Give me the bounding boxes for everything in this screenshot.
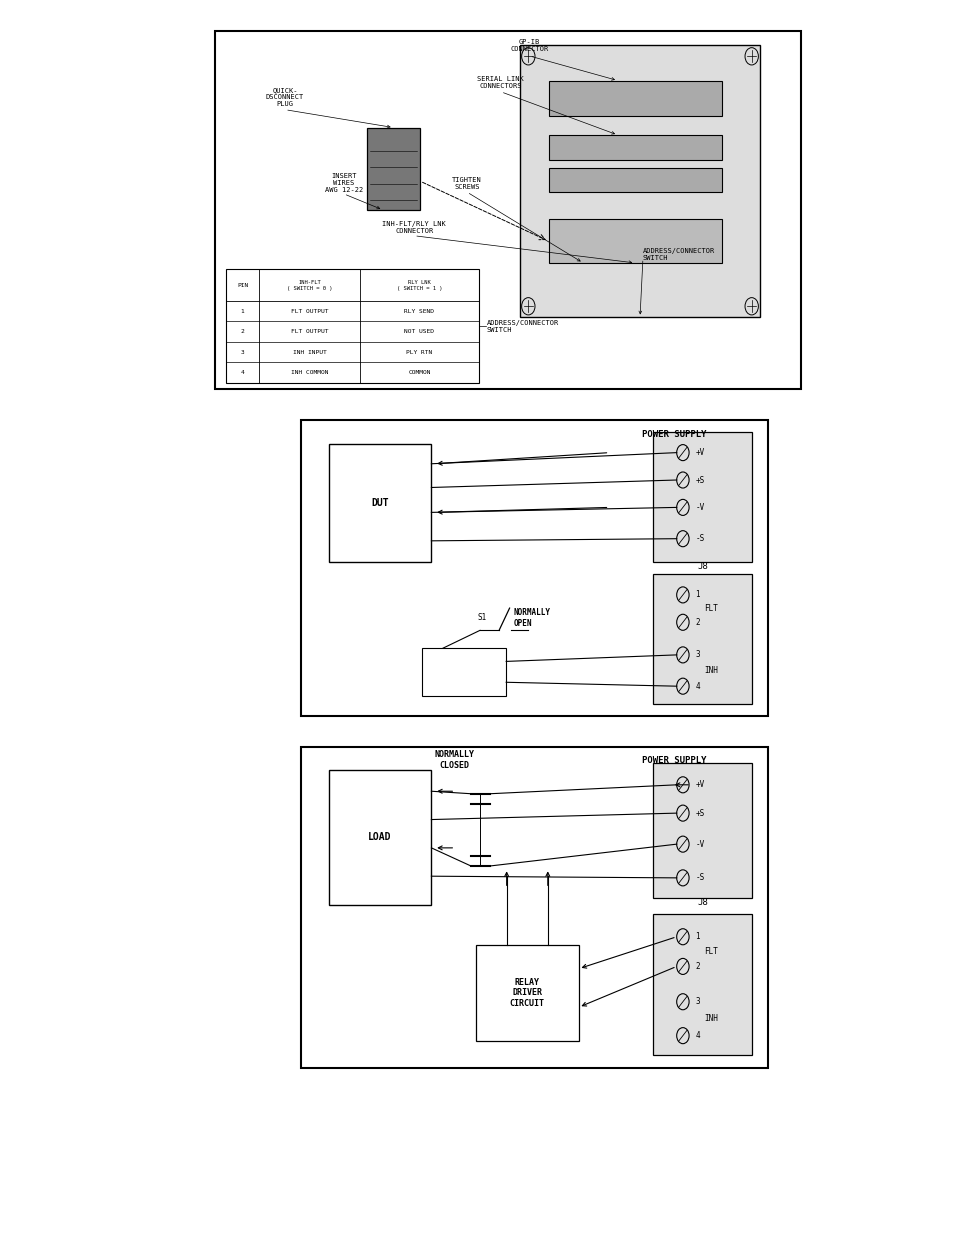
FancyBboxPatch shape bbox=[300, 747, 767, 1068]
Text: FLT OUTPUT: FLT OUTPUT bbox=[291, 330, 328, 335]
Text: 4: 4 bbox=[240, 370, 244, 375]
FancyBboxPatch shape bbox=[328, 769, 431, 904]
Text: RELAY
DRIVER
CIRCUIT: RELAY DRIVER CIRCUIT bbox=[509, 978, 544, 1008]
Text: INH-FLT/RLY LNK
CONNECTOR: INH-FLT/RLY LNK CONNECTOR bbox=[382, 221, 446, 235]
Text: FLT: FLT bbox=[703, 604, 717, 613]
Text: 2: 2 bbox=[695, 962, 700, 971]
Text: 1: 1 bbox=[695, 590, 700, 599]
FancyBboxPatch shape bbox=[214, 31, 801, 389]
Text: DUT: DUT bbox=[371, 498, 389, 508]
FancyBboxPatch shape bbox=[653, 574, 751, 704]
Text: 3: 3 bbox=[695, 651, 700, 659]
Text: J8: J8 bbox=[697, 898, 707, 908]
Text: -V: -V bbox=[695, 840, 704, 848]
Text: PLY RTN: PLY RTN bbox=[406, 350, 432, 354]
FancyBboxPatch shape bbox=[548, 220, 721, 263]
Text: 4: 4 bbox=[695, 1031, 700, 1040]
Text: RLY LNK
( SWITCH = 1 ): RLY LNK ( SWITCH = 1 ) bbox=[396, 280, 442, 290]
Text: +S: +S bbox=[695, 475, 704, 484]
Text: INH INPUT: INH INPUT bbox=[293, 350, 326, 354]
FancyBboxPatch shape bbox=[367, 127, 419, 210]
Text: FLT OUTPUT: FLT OUTPUT bbox=[291, 309, 328, 314]
Text: 4: 4 bbox=[695, 682, 700, 690]
Text: RLY SEND: RLY SEND bbox=[404, 309, 434, 314]
Text: ADDRESS/CONNECTOR
SWITCH: ADDRESS/CONNECTOR SWITCH bbox=[486, 320, 558, 332]
Text: COMMON: COMMON bbox=[408, 370, 431, 375]
Text: -S: -S bbox=[695, 873, 704, 882]
Text: +V: +V bbox=[695, 781, 704, 789]
Text: QUICK-
DSCONNECT
PLUG: QUICK- DSCONNECT PLUG bbox=[266, 88, 304, 107]
FancyBboxPatch shape bbox=[421, 648, 506, 695]
FancyBboxPatch shape bbox=[519, 46, 760, 317]
Text: NOT USED: NOT USED bbox=[404, 330, 434, 335]
Text: S1: S1 bbox=[476, 614, 486, 622]
FancyBboxPatch shape bbox=[653, 432, 751, 562]
FancyBboxPatch shape bbox=[653, 763, 751, 898]
FancyBboxPatch shape bbox=[548, 168, 721, 193]
Text: POWER SUPPLY: POWER SUPPLY bbox=[641, 430, 706, 440]
Text: +V: +V bbox=[695, 448, 704, 457]
Text: INH: INH bbox=[703, 1014, 717, 1023]
FancyBboxPatch shape bbox=[548, 80, 721, 116]
Text: PIN: PIN bbox=[236, 283, 248, 288]
Text: TIGHTEN
SCREWS: TIGHTEN SCREWS bbox=[452, 177, 481, 190]
Text: +S: +S bbox=[695, 809, 704, 818]
FancyBboxPatch shape bbox=[328, 443, 431, 562]
Text: INH-FLT
( SWITCH = 0 ): INH-FLT ( SWITCH = 0 ) bbox=[287, 280, 332, 290]
Text: FLT: FLT bbox=[703, 947, 717, 956]
Text: INH COMMON: INH COMMON bbox=[291, 370, 328, 375]
Text: -V: -V bbox=[695, 503, 704, 511]
Text: NORMALLY
OPEN: NORMALLY OPEN bbox=[513, 609, 550, 627]
Text: LOAD: LOAD bbox=[368, 832, 392, 842]
Text: POWER SUPPLY: POWER SUPPLY bbox=[641, 756, 706, 764]
Text: 2: 2 bbox=[695, 618, 700, 627]
Text: 3: 3 bbox=[695, 997, 700, 1007]
FancyBboxPatch shape bbox=[300, 420, 767, 716]
Text: 1: 1 bbox=[695, 932, 700, 941]
Text: GP-IB
CONNECTOR: GP-IB CONNECTOR bbox=[510, 40, 548, 52]
Text: 3: 3 bbox=[240, 350, 244, 354]
FancyBboxPatch shape bbox=[548, 135, 721, 159]
Text: INH: INH bbox=[703, 666, 717, 676]
FancyBboxPatch shape bbox=[653, 914, 751, 1056]
Text: NORMALLY
CLOSED: NORMALLY CLOSED bbox=[435, 751, 475, 769]
Text: 1: 1 bbox=[240, 309, 244, 314]
Text: SERIAL LINK
CONNECTORS: SERIAL LINK CONNECTORS bbox=[476, 77, 524, 89]
Text: -S: -S bbox=[695, 535, 704, 543]
Text: ADDRESS/CONNECTOR
SWITCH: ADDRESS/CONNECTOR SWITCH bbox=[642, 248, 715, 262]
FancyBboxPatch shape bbox=[476, 945, 578, 1041]
FancyBboxPatch shape bbox=[226, 269, 478, 383]
Text: INSERT
WIRES
AWG 12-22: INSERT WIRES AWG 12-22 bbox=[324, 173, 362, 193]
Text: 2: 2 bbox=[240, 330, 244, 335]
Text: J8: J8 bbox=[697, 562, 707, 571]
